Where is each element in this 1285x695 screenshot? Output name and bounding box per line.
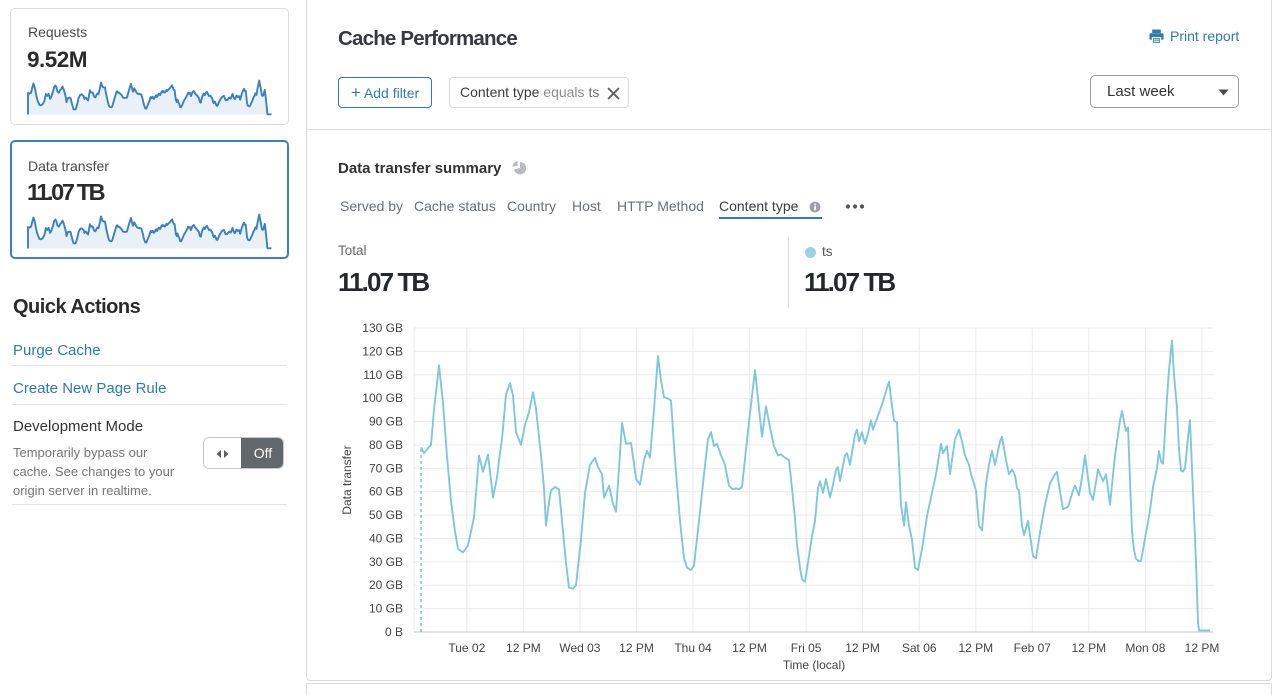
svg-text:40 GB: 40 GB [369, 532, 403, 546]
svg-text:Feb 07: Feb 07 [1014, 641, 1052, 655]
svg-text:120 GB: 120 GB [362, 344, 403, 358]
svg-text:10 GB: 10 GB [369, 602, 403, 616]
svg-text:Tue 02: Tue 02 [448, 641, 485, 655]
svg-text:12 PM: 12 PM [845, 641, 880, 655]
svg-text:Sat 06: Sat 06 [902, 641, 937, 655]
svg-text:Fri 05: Fri 05 [791, 641, 822, 655]
svg-text:12 PM: 12 PM [1185, 641, 1220, 655]
svg-text:12 PM: 12 PM [732, 641, 767, 655]
svg-text:70 GB: 70 GB [369, 461, 403, 475]
svg-text:30 GB: 30 GB [369, 555, 403, 569]
svg-text:130 GB: 130 GB [362, 321, 403, 335]
svg-text:Data transfer: Data transfer [340, 445, 354, 514]
svg-text:Thu 04: Thu 04 [674, 641, 712, 655]
svg-text:12 PM: 12 PM [619, 641, 654, 655]
svg-text:80 GB: 80 GB [369, 438, 403, 452]
svg-text:Time (local): Time (local) [783, 658, 845, 672]
svg-text:100 GB: 100 GB [362, 391, 403, 405]
svg-text:12 PM: 12 PM [958, 641, 993, 655]
svg-text:60 GB: 60 GB [369, 485, 403, 499]
svg-text:50 GB: 50 GB [369, 508, 403, 522]
svg-text:Wed 03: Wed 03 [559, 641, 600, 655]
svg-text:20 GB: 20 GB [369, 578, 403, 592]
svg-text:12 PM: 12 PM [1071, 641, 1106, 655]
svg-text:0 B: 0 B [385, 625, 403, 639]
svg-text:110 GB: 110 GB [363, 368, 403, 382]
svg-text:90 GB: 90 GB [369, 415, 403, 429]
svg-text:Mon 08: Mon 08 [1125, 641, 1165, 655]
svg-text:12 PM: 12 PM [506, 641, 541, 655]
